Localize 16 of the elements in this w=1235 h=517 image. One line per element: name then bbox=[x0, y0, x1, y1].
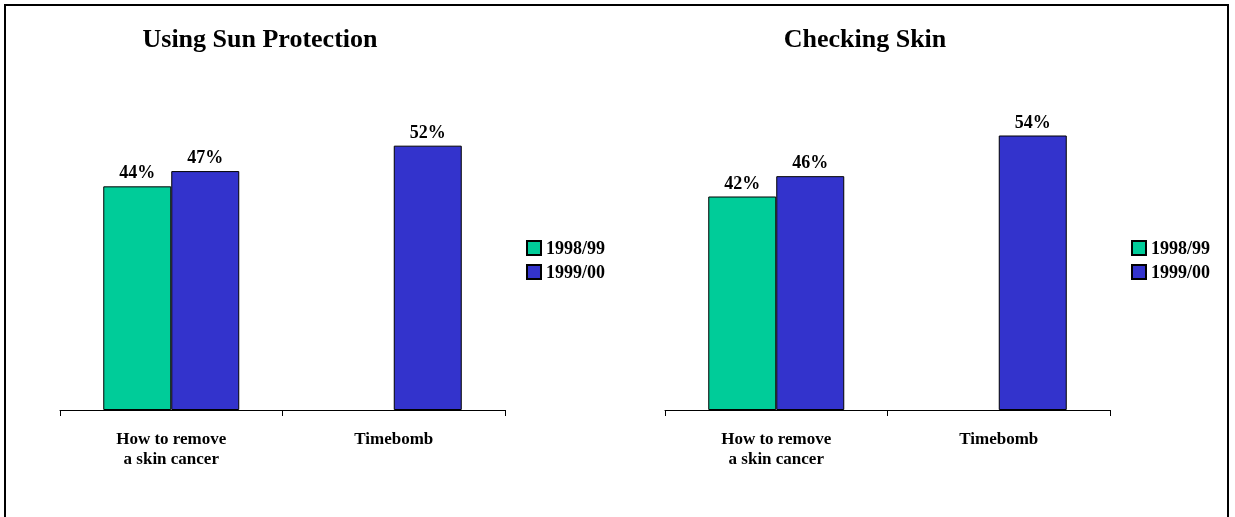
legend-label: 1998/99 bbox=[546, 238, 606, 258]
data-label: 46% bbox=[792, 152, 829, 173]
x-tick-label: Timebomb bbox=[354, 428, 434, 448]
legend-label: 1999/00 bbox=[546, 262, 606, 282]
x-tick-label: How to remove a skin cancer bbox=[116, 428, 227, 468]
legend-label: 1998/99 bbox=[1151, 238, 1211, 258]
data-label: 52% bbox=[409, 121, 446, 142]
chart-title: Checking Skin bbox=[783, 23, 947, 53]
data-label: 42% bbox=[724, 172, 761, 193]
chart-title: Using Sun Protection bbox=[142, 23, 379, 53]
data-label: 44% bbox=[119, 162, 156, 183]
x-tick-label: How to remove a skin cancer bbox=[721, 428, 832, 468]
x-tick-label: Timebomb bbox=[959, 428, 1039, 448]
data-label: 47% bbox=[187, 147, 224, 168]
legend-label: 1999/00 bbox=[1151, 262, 1211, 282]
data-label: 54% bbox=[1014, 111, 1051, 132]
